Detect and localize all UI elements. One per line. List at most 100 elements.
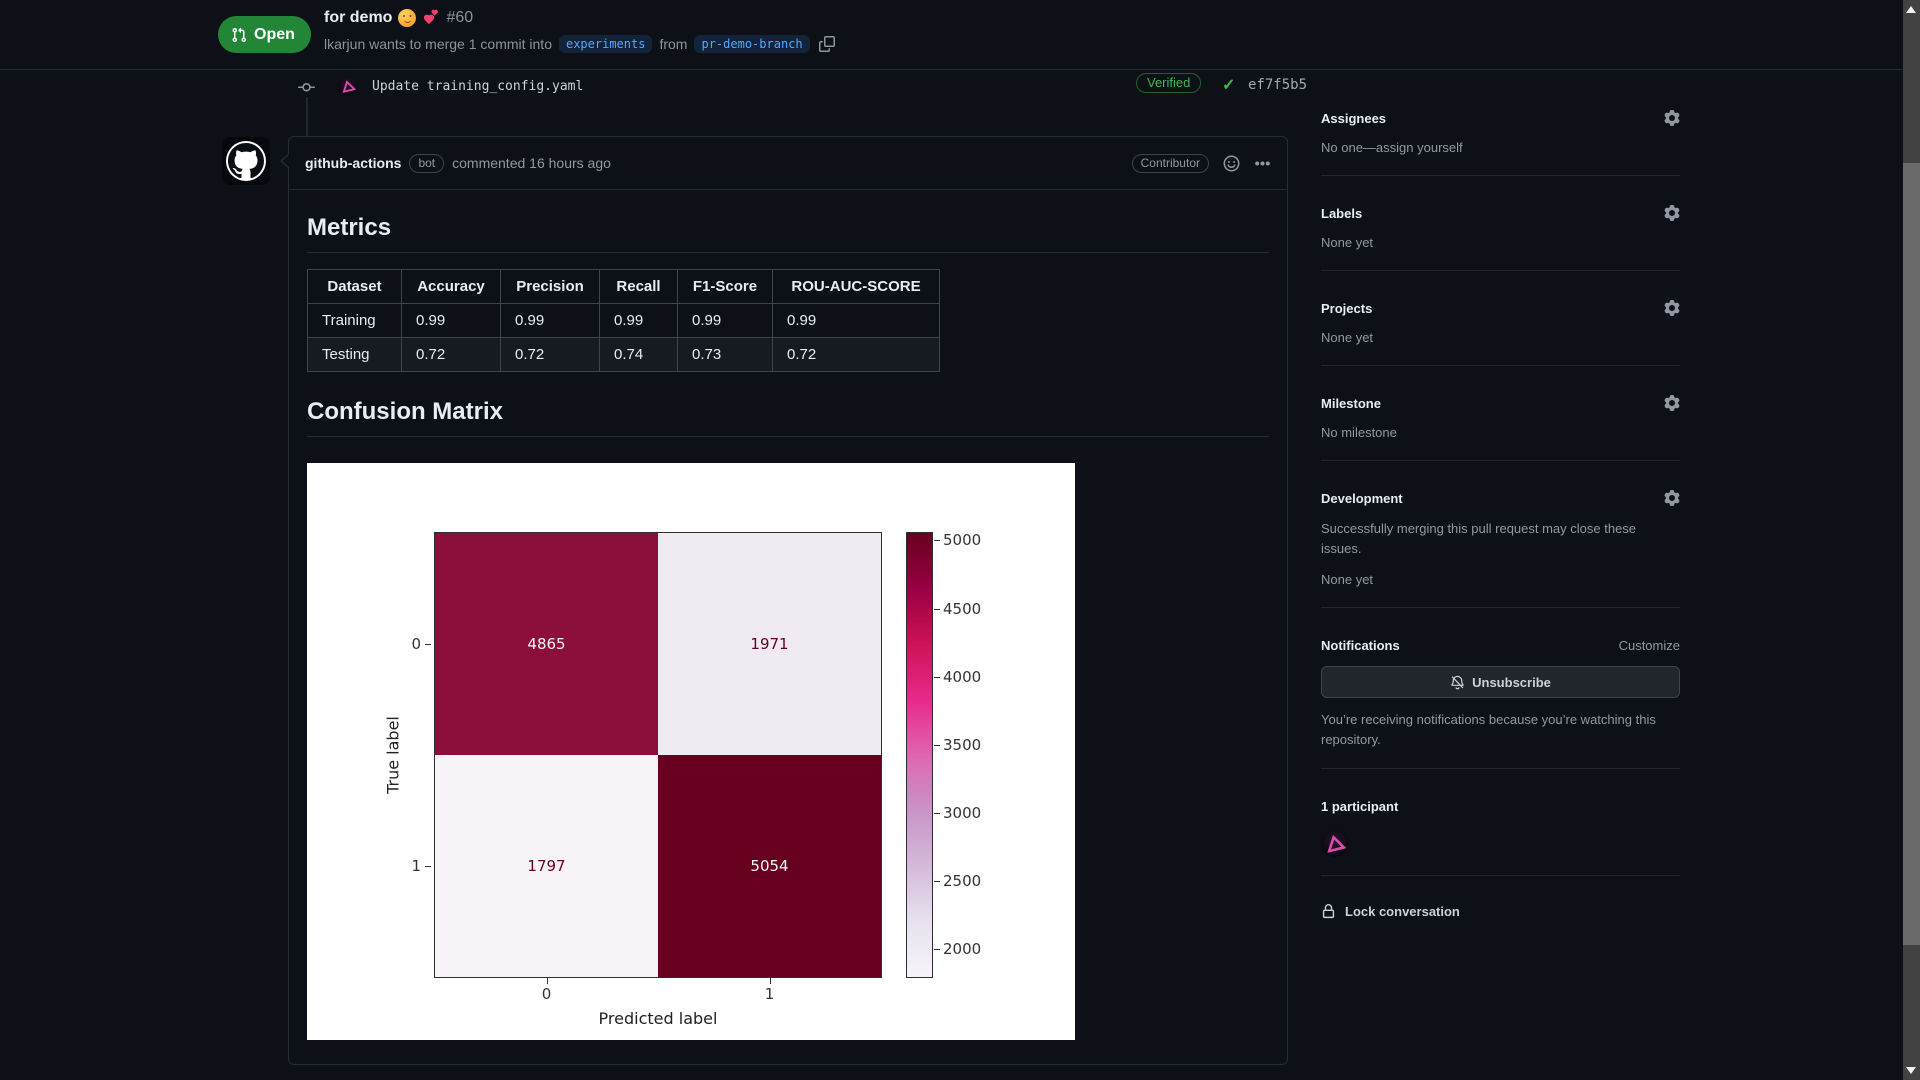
two-hearts-emoji xyxy=(422,9,440,27)
scrollbar-down-arrow[interactable] xyxy=(1906,1067,1916,1074)
pr-status-label: Open xyxy=(254,25,295,43)
table-cell: Training xyxy=(307,303,402,338)
assignees-gear-icon[interactable] xyxy=(1664,110,1680,126)
unsubscribe-label: Unsubscribe xyxy=(1472,674,1551,690)
sidebar-section-projects: Projects None yet xyxy=(1321,271,1680,366)
column-header: Dataset xyxy=(307,269,402,304)
commit-message-link[interactable]: Update training_config.yaml xyxy=(372,79,584,94)
head-branch-label[interactable]: pr-demo-branch xyxy=(694,35,810,53)
merge-text: lkarjun wants to merge 1 commit into xyxy=(324,36,552,52)
colorbar-tick-label: 3500 xyxy=(933,735,982,754)
metrics-table: Dataset Accuracy Precision Recall F1-Sco… xyxy=(307,269,940,372)
column-header: Recall xyxy=(599,269,678,304)
table-cell: 0.99 xyxy=(599,303,678,338)
colorbar-tick-label: 4500 xyxy=(933,599,982,618)
heatmap-cell: 4865 xyxy=(435,533,658,755)
table-cell: 0.99 xyxy=(500,303,600,338)
scrollbar[interactable] xyxy=(1903,0,1920,1080)
projects-title: Projects xyxy=(1321,300,1373,316)
heatmap-axes: 4865 1971 1797 5054 xyxy=(434,532,882,978)
y-tick-label: 0 xyxy=(391,635,431,653)
pr-status-badge: Open xyxy=(218,16,311,53)
comment-timestamp[interactable]: commented 16 hours ago xyxy=(452,155,611,171)
milestone-body: No milestone xyxy=(1321,425,1397,440)
verified-badge[interactable]: Verified xyxy=(1136,73,1202,93)
table-row: Testing 0.72 0.72 0.74 0.73 0.72 xyxy=(307,337,940,372)
pr-sticky-header: Open for demo #60 lkarjun wants to merge… xyxy=(0,0,1903,70)
from-text: from xyxy=(659,36,688,52)
assignees-title: Assignees xyxy=(1321,110,1387,126)
scrollbar-up-arrow[interactable] xyxy=(1906,6,1916,13)
development-body: Successfully merging this pull request m… xyxy=(1321,521,1637,556)
notifications-title: Notifications xyxy=(1321,637,1400,653)
table-cell: 0.74 xyxy=(599,337,678,372)
column-header: Accuracy xyxy=(401,269,501,304)
participants-title: 1 participant xyxy=(1321,798,1399,814)
pr-title: for demo #60 xyxy=(324,9,473,27)
comment: github-actions bot commented 16 hours ag… xyxy=(280,136,1288,1065)
column-header: ROU-AUC-SCORE xyxy=(772,269,940,304)
table-row: Training 0.99 0.99 0.99 0.99 0.99 xyxy=(307,303,940,338)
contributor-badge: Contributor xyxy=(1131,153,1209,173)
reaction-smiley-icon[interactable] xyxy=(1223,155,1240,172)
colorbar-tick-label: 2000 xyxy=(933,940,982,959)
comment-body: Metrics Dataset Accuracy Precision Recal… xyxy=(289,190,1287,1064)
development-title: Development xyxy=(1321,490,1403,506)
assignees-body[interactable]: No one—assign yourself xyxy=(1321,140,1463,155)
sidebar-section-notifications: Notifications Customize Unsubscribe You’… xyxy=(1321,608,1680,769)
x-tick-label: 1 xyxy=(750,978,790,1003)
milestone-gear-icon[interactable] xyxy=(1664,395,1680,411)
y-axis-label: True label xyxy=(383,716,403,794)
bot-badge[interactable]: bot xyxy=(409,153,445,173)
comment-author-link[interactable]: github-actions xyxy=(305,155,402,171)
table-cell: 0.99 xyxy=(677,303,773,338)
column-header: Precision xyxy=(500,269,600,304)
labels-title: Labels xyxy=(1321,205,1363,221)
notifications-note: You’re receiving notifications because y… xyxy=(1321,712,1656,747)
kebab-menu-icon[interactable] xyxy=(1254,155,1271,172)
timeline-line xyxy=(306,97,308,136)
sidebar: Assignees No one—assign yourself Labels … xyxy=(1321,81,1680,937)
sidebar-section-milestone: Milestone No milestone xyxy=(1321,366,1680,461)
labels-gear-icon[interactable] xyxy=(1664,205,1680,221)
customize-link[interactable]: Customize xyxy=(1618,637,1680,653)
table-cell: 0.99 xyxy=(772,303,940,338)
commit-sha-link[interactable]: ef7f5b5 xyxy=(1248,77,1308,93)
lock-conversation-button[interactable]: Lock conversation xyxy=(1321,904,1680,919)
commit-author-avatar[interactable] xyxy=(338,76,358,96)
colorbar-tick-label: 2500 xyxy=(933,872,982,891)
lock-icon xyxy=(1322,904,1335,919)
labels-body: None yet xyxy=(1321,235,1374,250)
pr-number: #60 xyxy=(446,9,474,26)
table-cell: 0.73 xyxy=(677,337,773,372)
table-header-row: Dataset Accuracy Precision Recall F1-Sco… xyxy=(307,269,940,304)
sidebar-section-labels: Labels None yet xyxy=(1321,176,1680,271)
confusion-matrix-heading: Confusion Matrix xyxy=(307,398,1269,437)
base-branch-label[interactable]: experiments xyxy=(558,35,653,53)
sidebar-section-development: Development Successfully merging this pu… xyxy=(1321,461,1680,608)
lock-conversation-label: Lock conversation xyxy=(1345,904,1460,919)
scrollbar-thumb[interactable] xyxy=(1903,163,1920,945)
copy-branch-icon[interactable] xyxy=(818,36,835,52)
development-none-yet: None yet xyxy=(1321,572,1374,587)
milestone-title: Milestone xyxy=(1321,395,1381,411)
table-cell: Testing xyxy=(307,337,402,372)
pr-title-text: for demo xyxy=(324,9,393,26)
development-gear-icon[interactable] xyxy=(1664,490,1680,506)
pr-merge-summary: lkarjun wants to merge 1 commit into exp… xyxy=(324,35,835,53)
git-pull-request-icon xyxy=(232,27,247,42)
projects-gear-icon[interactable] xyxy=(1664,300,1680,316)
participant-avatar[interactable] xyxy=(1321,829,1349,857)
metrics-heading: Metrics xyxy=(307,214,1269,253)
hugging-face-emoji xyxy=(398,9,417,27)
github-actions-avatar[interactable] xyxy=(222,137,270,185)
sidebar-section-lock: Lock conversation xyxy=(1321,876,1680,937)
table-cell: 0.99 xyxy=(401,303,501,338)
colorbar xyxy=(906,532,933,978)
confusion-matrix-figure[interactable]: 4865 1971 1797 5054 True label Predicted la… xyxy=(307,463,1075,1040)
sidebar-section-assignees: Assignees No one—assign yourself xyxy=(1321,81,1680,176)
x-tick-label: 0 xyxy=(527,978,567,1003)
table-cell: 0.72 xyxy=(500,337,600,372)
unsubscribe-button[interactable]: Unsubscribe xyxy=(1321,666,1680,698)
sidebar-section-participants: 1 participant xyxy=(1321,769,1680,876)
